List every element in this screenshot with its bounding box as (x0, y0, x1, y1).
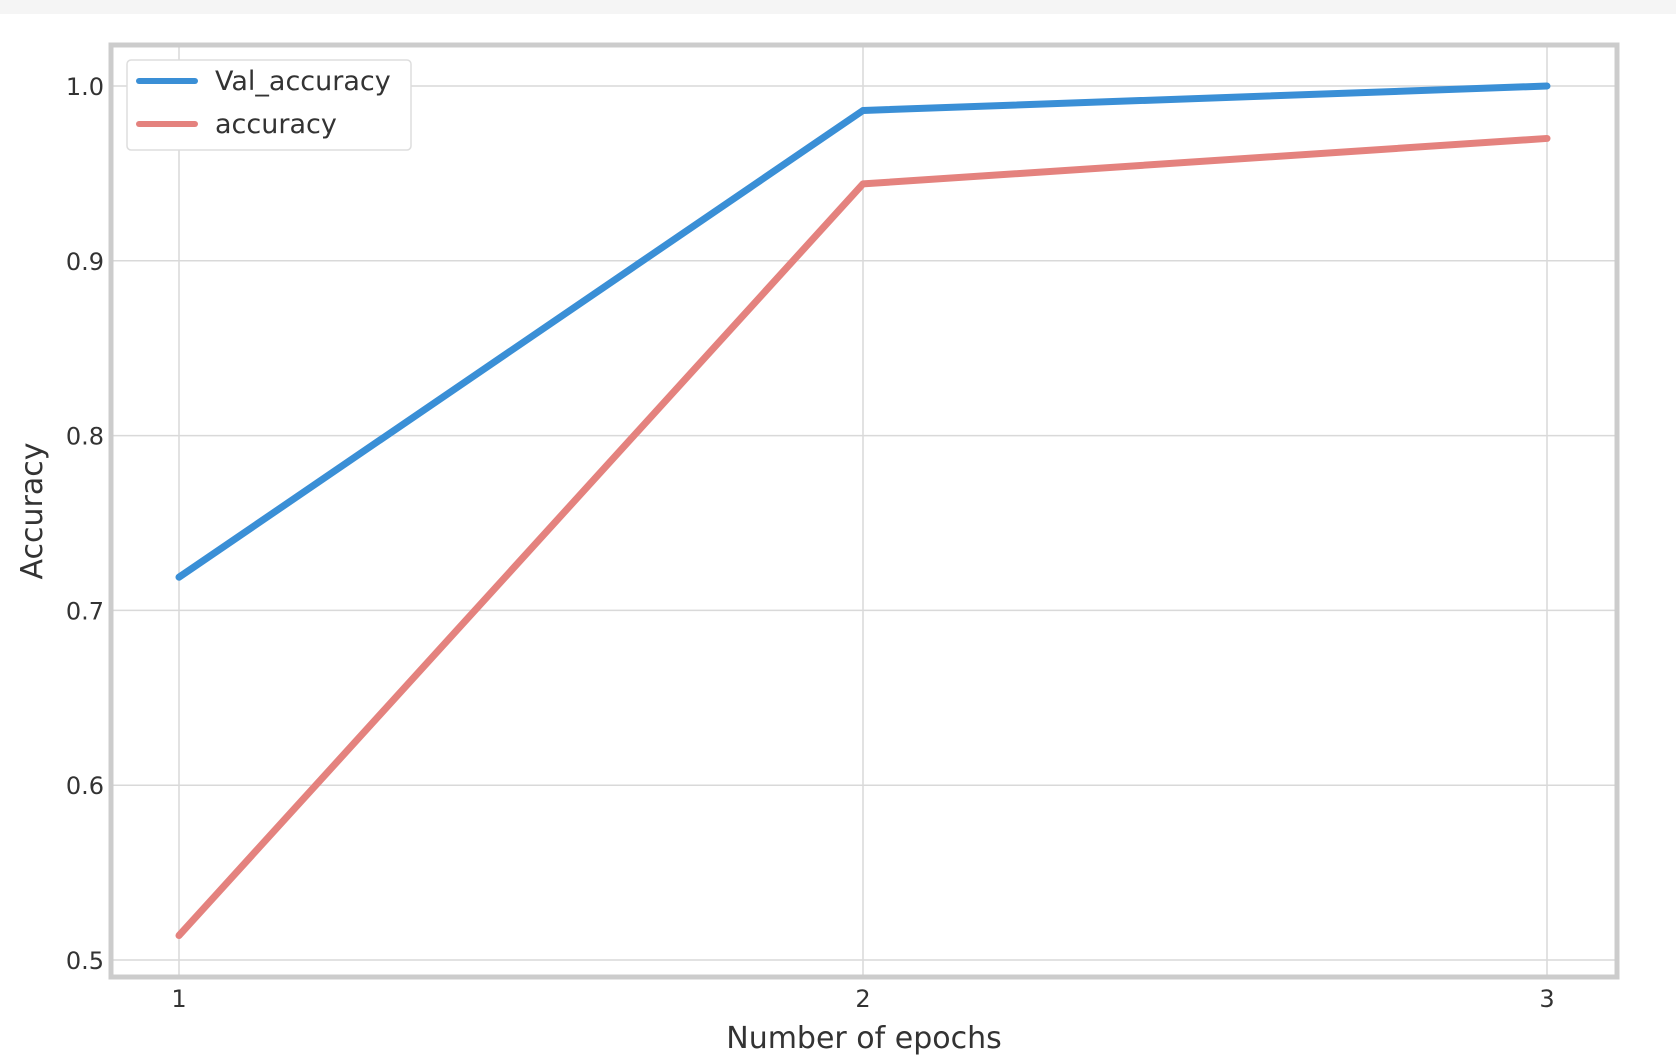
y-axis-label: Accuracy (15, 443, 50, 580)
x-tick-label-1: 1 (171, 985, 186, 1013)
tick-labels: 1 2 3 0.5 0.6 0.7 0.8 0.9 1.0 (66, 73, 1555, 1013)
x-axis-label: Number of epochs (726, 1021, 1002, 1056)
y-tick-label-0.9: 0.9 (66, 248, 104, 276)
legend: Val_accuracy accuracy (126, 59, 412, 151)
series-lines (175, 82, 1551, 940)
data-point-accuracy-2 (862, 183, 864, 185)
y-tick-label-1.0: 1.0 (66, 73, 104, 101)
y-tick-label-0.5: 0.5 (66, 947, 104, 975)
top-strip (0, 0, 1676, 14)
y-tick-label-0.6: 0.6 (66, 772, 104, 800)
data-point-accuracy-3 (1546, 137, 1548, 139)
data-point-val-accuracy-1 (178, 576, 180, 578)
y-tick-label-0.7: 0.7 (66, 597, 104, 625)
data-point-accuracy-1 (178, 935, 180, 937)
x-tick-label-2: 2 (855, 985, 870, 1013)
legend-label-val-accuracy: Val_accuracy (215, 66, 391, 97)
y-tick-label-0.8: 0.8 (66, 423, 104, 451)
legend-box (126, 59, 412, 151)
plot-frame (108, 42, 1620, 980)
data-point-val-accuracy-3 (1546, 85, 1548, 87)
x-tick-label-3: 3 (1539, 985, 1554, 1013)
legend-label-accuracy: accuracy (215, 109, 337, 140)
data-point-val-accuracy-2 (862, 109, 864, 111)
